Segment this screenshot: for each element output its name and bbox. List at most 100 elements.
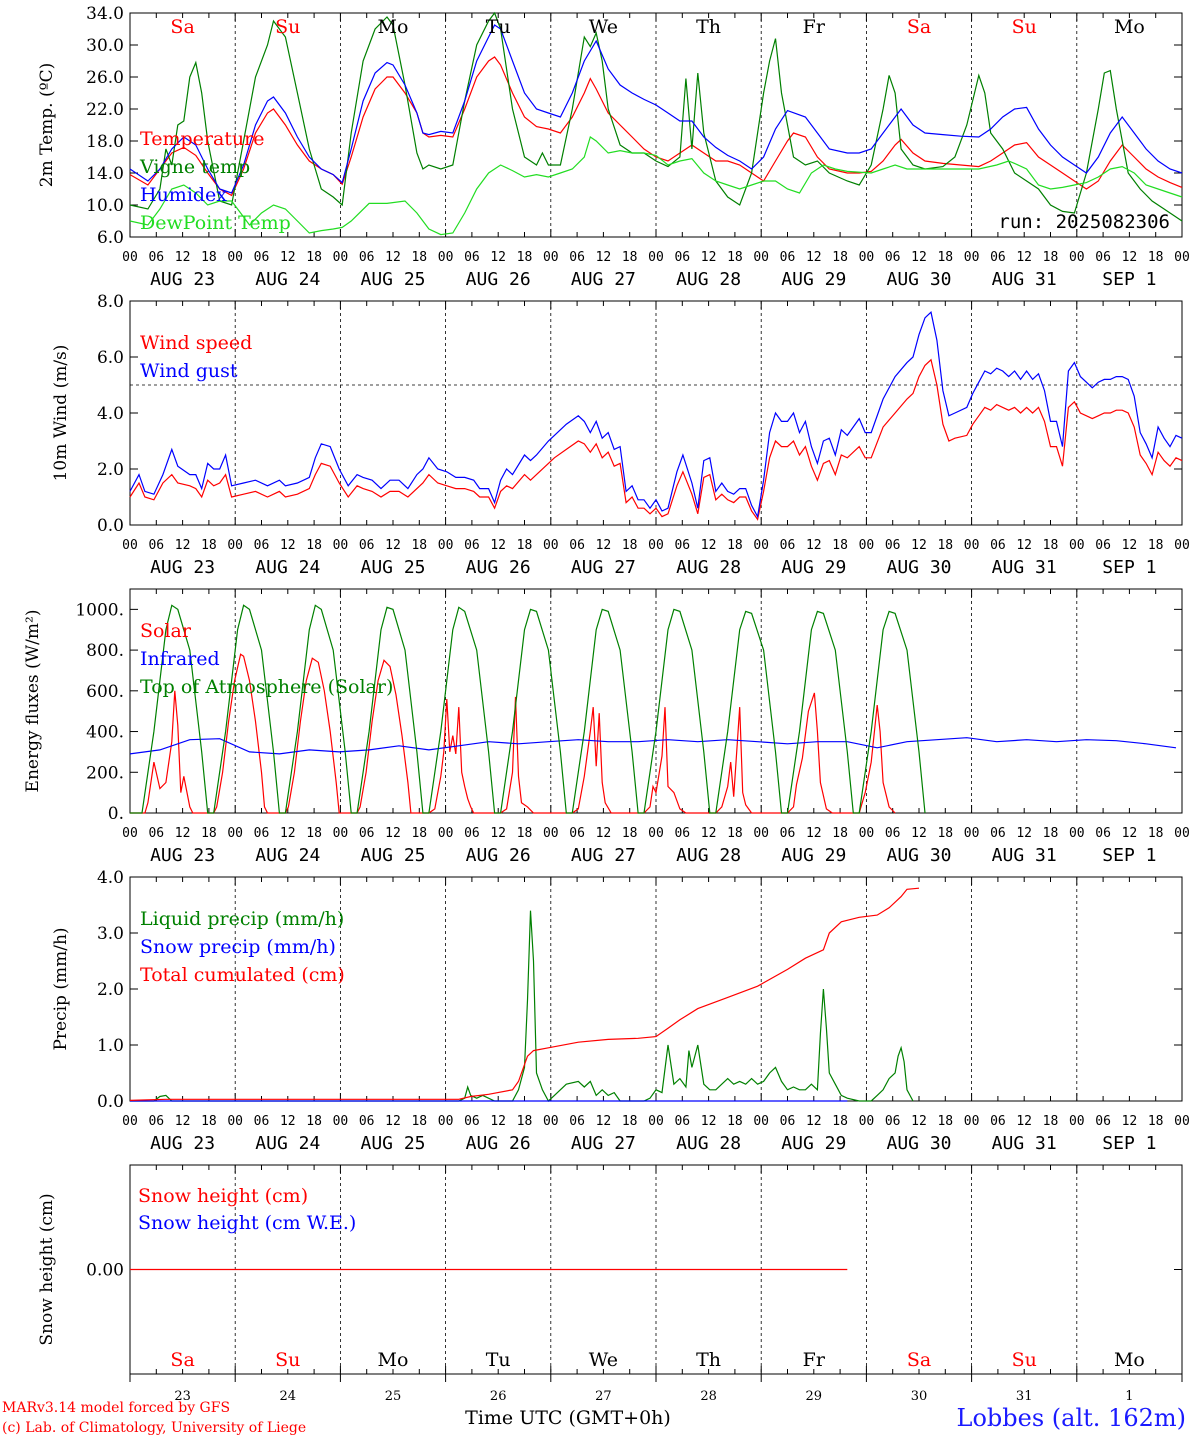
date-label: AUG 27 [571,557,636,578]
hour-tick-label: 00 [333,1114,349,1129]
hour-tick-label: 06 [780,826,796,841]
hour-tick-label: 06 [148,826,164,841]
hour-tick-label: 00 [1069,538,1085,553]
hour-tick-label: 00 [964,538,980,553]
legend-top-of-atmosphere-solar-: Top of Atmosphere (Solar) [140,676,393,698]
hour-tick-label: 00 [964,826,980,841]
date-label: AUG 26 [466,557,531,578]
weekday-label: Mo [1114,16,1145,38]
hour-tick-label: 12 [385,826,401,841]
hour-tick-label: 06 [359,826,375,841]
hour-tick-label: 18 [306,538,322,553]
date-label: AUG 26 [466,845,531,866]
hour-tick-label: 12 [1016,538,1032,553]
hour-tick-label: 18 [1043,538,1059,553]
y-tick-label: 34.0 [86,4,124,24]
date-label: AUG 31 [992,557,1057,578]
series-infrared-line [129,737,1177,755]
day-number-label: 31 [1016,1389,1033,1404]
legend-solar: Solar [140,620,192,642]
hour-tick-label: 12 [1122,538,1138,553]
hour-tick-label: 06 [780,250,796,265]
legend-liquid-precip-mm-h-: Liquid precip (mm/h) [140,908,344,930]
hour-tick-label: 12 [806,826,822,841]
hour-tick-label: 12 [490,250,506,265]
date-label: AUG 25 [360,845,425,866]
hour-tick-label: 06 [254,826,270,841]
hour-tick-label: 18 [832,250,848,265]
weekday-label: Th [696,16,721,38]
hour-tick-label: 06 [674,538,690,553]
hour-tick-label: 18 [832,1114,848,1129]
hour-tick-label: 06 [885,826,901,841]
hour-tick-label: 00 [122,826,138,841]
time-axis-label: Time UTC (GMT+0h) [465,1407,671,1429]
hour-tick-label: 00 [227,1114,243,1129]
hour-tick-label: 00 [438,1114,454,1129]
date-label: AUG 24 [255,557,320,578]
date-label: AUG 29 [781,1133,846,1154]
weekday-label: Mo [378,1349,409,1371]
y-tick-label: 8.0 [97,292,124,312]
y-tick-label: 10.0 [86,196,124,216]
site-name: Lobbes (alt. 162m) [956,1404,1186,1432]
hour-tick-label: 00 [964,250,980,265]
y-tick-label: 1.0 [97,1036,124,1056]
hour-tick-label: 00 [859,250,875,265]
date-label: AUG 29 [781,845,846,866]
panel-1-y-axis-label: 10m Wind (m/s) [51,345,71,482]
hour-tick-label: 18 [411,538,427,553]
date-label: AUG 30 [886,557,951,578]
hour-tick-label: 18 [201,538,217,553]
date-label: AUG 24 [255,845,320,866]
hour-tick-label: 06 [254,1114,270,1129]
hour-tick-label: 18 [517,826,533,841]
panel-0-y-axis-label: 2m Temp. (ºC) [37,63,57,188]
hour-tick-label: 06 [1095,250,1111,265]
day-number-label: 29 [806,1389,823,1404]
hour-tick-label: 06 [254,250,270,265]
date-label: SEP 1 [1102,557,1156,578]
hour-tick-label: 00 [753,538,769,553]
hour-tick-label: 00 [648,826,664,841]
legend-wind-speed: Wind speed [140,332,252,354]
hour-tick-label: 12 [911,1114,927,1129]
day-number-label: 30 [911,1389,928,1404]
legend-snow-precip-mm-h-: Snow precip (mm/h) [140,936,336,958]
y-tick-label: 400. [86,723,124,743]
hour-tick-label: 00 [122,1114,138,1129]
hour-tick-label: 00 [1174,250,1190,265]
hour-tick-label: 06 [885,250,901,265]
hour-tick-label: 12 [701,250,717,265]
hour-tick-label: 18 [832,538,848,553]
weekday-label: Fr [803,16,826,38]
y-tick-label: 1000. [75,600,124,620]
hour-tick-label: 18 [306,1114,322,1129]
hour-tick-label: 06 [359,250,375,265]
series-total-cumulated-cm--line [129,887,920,1101]
hour-tick-label: 00 [753,1114,769,1129]
hour-tick-label: 06 [148,250,164,265]
date-label: AUG 26 [466,269,531,290]
hour-tick-label: 18 [937,538,953,553]
hour-tick-label: 12 [175,250,191,265]
date-label: AUG 24 [255,1133,320,1154]
hour-tick-label: 06 [359,538,375,553]
hour-tick-label: 12 [280,1114,296,1129]
hour-tick-label: 18 [1148,1114,1164,1129]
y-tick-label: 6.0 [97,348,124,368]
panel-3-y-axis-label: Precip (mm/h) [51,927,71,1050]
date-label: AUG 31 [992,269,1057,290]
legend-humidex: Humidex [140,184,227,206]
series-liquid-precip-mm-h--line [130,910,914,1102]
hour-tick-label: 18 [306,826,322,841]
hour-tick-label: 12 [806,1114,822,1129]
hour-tick-label: 12 [280,250,296,265]
hour-tick-label: 00 [122,250,138,265]
day-number-label: 26 [490,1389,507,1404]
hour-tick-label: 18 [517,1114,533,1129]
hour-tick-label: 12 [911,538,927,553]
y-tick-label: 18.0 [86,132,124,152]
date-label: SEP 1 [1102,845,1156,866]
date-label: AUG 30 [886,1133,951,1154]
